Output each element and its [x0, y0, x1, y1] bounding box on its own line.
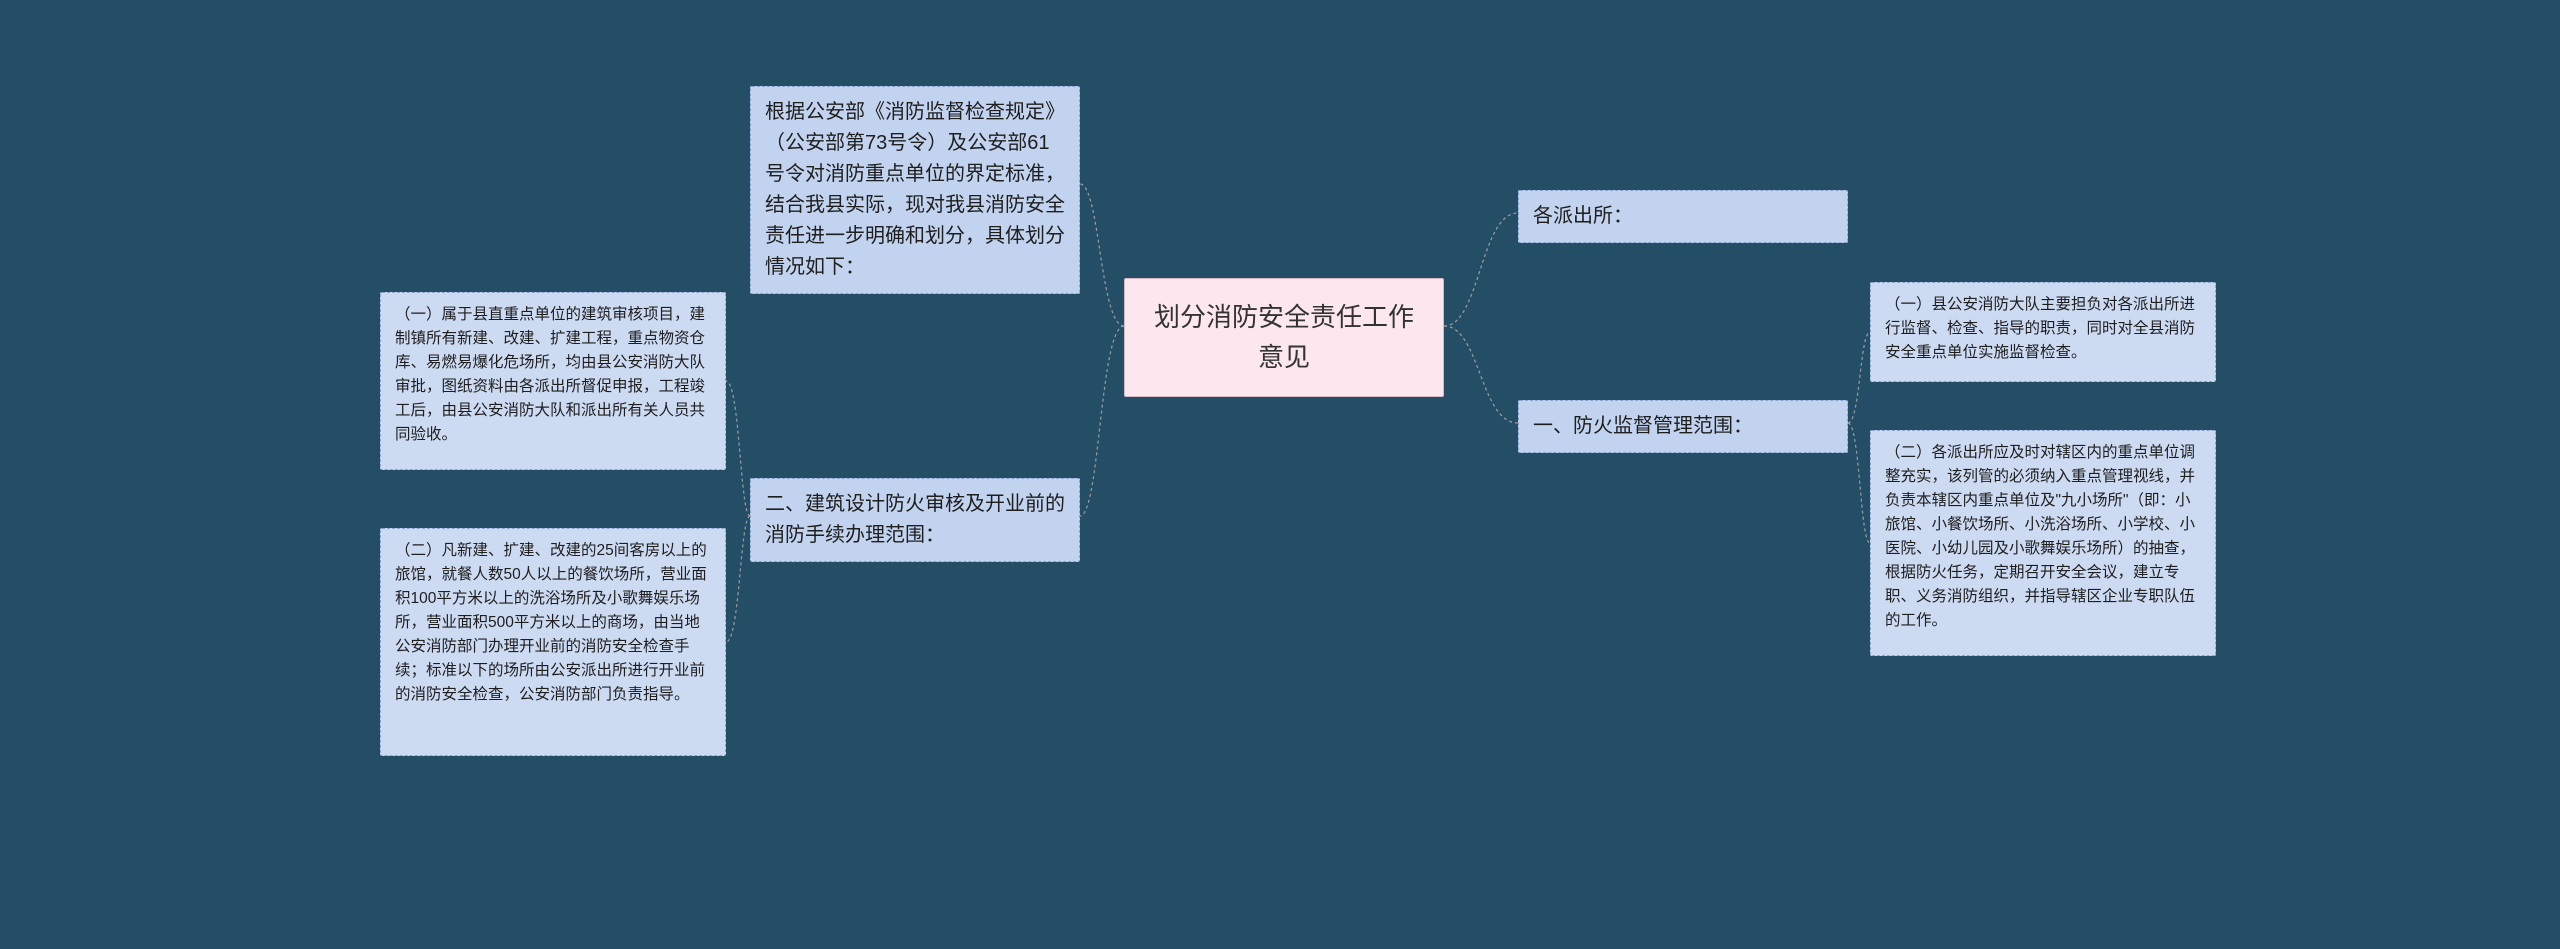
connector [1848, 332, 1870, 423]
connector [726, 381, 750, 516]
connector [1080, 326, 1124, 516]
branch-section-1[interactable]: 一、防火监督管理范围： [1518, 400, 1848, 453]
connector [1444, 326, 1518, 423]
branch-police-stations[interactable]: 各派出所： [1518, 190, 1848, 243]
leaf-section-2-item-1[interactable]: （一）属于县直重点单位的建筑审核项目，建制镇所有新建、改建、扩建工程，重点物资仓… [380, 292, 726, 470]
connector [1080, 184, 1124, 326]
branch-intro[interactable]: 根据公安部《消防监督检查规定》（公安部第73号令）及公安部61号令对消防重点单位… [750, 86, 1080, 294]
connector [1444, 213, 1518, 326]
leaf-section-1-item-1[interactable]: （一）县公安消防大队主要担负对各派出所进行监督、检查、指导的职责，同时对全县消防… [1870, 282, 2216, 382]
leaf-section-2-item-2[interactable]: （二）凡新建、扩建、改建的25间客房以上的旅馆，就餐人数50人以上的餐饮场所，营… [380, 528, 726, 756]
connector [726, 516, 750, 642]
root-node[interactable]: 划分消防安全责任工作意见 [1124, 278, 1444, 397]
connector [1848, 423, 1870, 543]
branch-section-2[interactable]: 二、建筑设计防火审核及开业前的消防手续办理范围： [750, 478, 1080, 562]
leaf-section-1-item-2[interactable]: （二）各派出所应及时对辖区内的重点单位调整充实，该列管的必须纳入重点管理视线，并… [1870, 430, 2216, 656]
